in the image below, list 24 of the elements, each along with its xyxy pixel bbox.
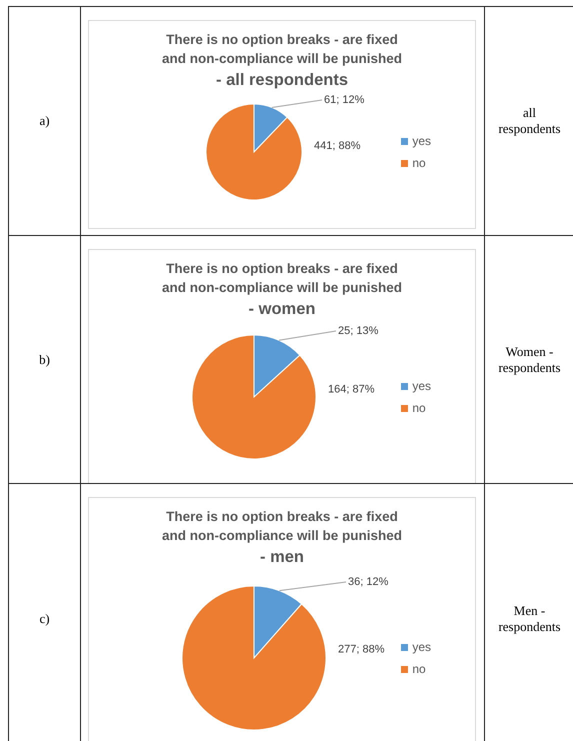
legend-label: no bbox=[412, 662, 426, 676]
text: c) bbox=[39, 610, 50, 626]
legend-label: no bbox=[412, 401, 426, 415]
data-label: 441; 88% bbox=[314, 140, 361, 152]
legend-label: yes bbox=[412, 379, 431, 393]
legend-label: yes bbox=[412, 134, 431, 148]
data-label: 164; 87% bbox=[328, 384, 375, 396]
chart-title: There is no option breaks - are fixed and non-compliance will be punished bbox=[160, 31, 404, 68]
text: b) bbox=[39, 352, 50, 368]
text: Women - respondents bbox=[497, 344, 562, 376]
data-label: 36; 12% bbox=[348, 576, 389, 588]
data-label: 25; 13% bbox=[338, 325, 379, 337]
legend-label: yes bbox=[412, 640, 431, 654]
legend-label: no bbox=[412, 156, 426, 170]
chart-subtitle: - men bbox=[258, 547, 305, 568]
text: a) bbox=[39, 113, 50, 129]
text: Men - respondents bbox=[497, 602, 562, 634]
chart-title: There is no option breaks - are fixed and non-compliance will be punished bbox=[160, 260, 404, 297]
chart-subtitle: - all respondents bbox=[214, 70, 350, 91]
data-label: 61; 12% bbox=[324, 94, 365, 106]
text: all respondents bbox=[497, 105, 562, 137]
data-label: 277; 88% bbox=[338, 643, 385, 656]
chart-title: There is no option breaks - are fixed and non-compliance will be punished bbox=[160, 508, 404, 545]
chart-subtitle: - women bbox=[248, 299, 316, 320]
